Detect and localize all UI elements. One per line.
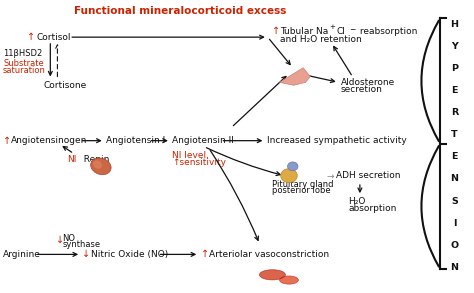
Text: ↑: ↑: [201, 249, 209, 259]
Text: Y: Y: [451, 42, 458, 51]
Text: Nitric Oxide (NO): Nitric Oxide (NO): [91, 250, 168, 259]
Text: S: S: [451, 197, 458, 206]
Text: ↑: ↑: [27, 32, 35, 42]
Text: Tubular Na: Tubular Na: [281, 27, 329, 36]
Ellipse shape: [93, 160, 102, 169]
Text: Arginine: Arginine: [3, 250, 41, 259]
Text: ↑: ↑: [273, 26, 281, 36]
Ellipse shape: [91, 158, 111, 175]
Text: T: T: [451, 130, 458, 139]
Text: Functional mineralocorticoid excess: Functional mineralocorticoid excess: [74, 6, 286, 16]
Text: Aldosterone: Aldosterone: [341, 78, 395, 87]
Text: Cortisol: Cortisol: [36, 33, 71, 42]
Text: and H₂O retention: and H₂O retention: [280, 35, 361, 44]
Text: ↑sensitivity: ↑sensitivity: [172, 158, 226, 167]
Text: synthase: synthase: [62, 240, 100, 249]
Text: Cl: Cl: [336, 27, 345, 36]
Text: ↓: ↓: [82, 249, 91, 259]
Text: Increased sympathetic activity: Increased sympathetic activity: [267, 136, 407, 145]
Text: absorption: absorption: [348, 204, 396, 213]
Text: secretion: secretion: [341, 85, 383, 94]
Text: ↓: ↓: [56, 235, 64, 246]
Text: Arteriolar vasoconstriction: Arteriolar vasoconstriction: [209, 250, 329, 259]
Text: H₂O: H₂O: [348, 197, 365, 206]
Text: E: E: [451, 86, 458, 95]
Text: Substrate: Substrate: [3, 59, 44, 68]
Text: N: N: [450, 263, 458, 272]
Text: H: H: [450, 20, 458, 28]
Ellipse shape: [281, 169, 297, 183]
Text: E: E: [451, 152, 458, 161]
Text: NI level,: NI level,: [172, 151, 209, 160]
Text: ADH secretion: ADH secretion: [336, 171, 401, 180]
Text: reabsorption: reabsorption: [356, 27, 417, 36]
Text: NO: NO: [62, 234, 75, 243]
Text: saturation: saturation: [3, 66, 46, 75]
Text: →: →: [327, 171, 334, 180]
Text: Pituitary gland: Pituitary gland: [273, 180, 334, 189]
Text: R: R: [451, 108, 458, 117]
Text: Angiotensin II: Angiotensin II: [172, 136, 234, 145]
Ellipse shape: [280, 276, 299, 284]
Text: −: −: [349, 25, 356, 34]
Text: Renin: Renin: [78, 155, 109, 164]
Ellipse shape: [259, 270, 285, 280]
Text: Angiotensinogen: Angiotensinogen: [11, 136, 88, 145]
Text: NI: NI: [67, 155, 76, 164]
Text: Cortisone: Cortisone: [43, 81, 86, 90]
Polygon shape: [280, 68, 310, 85]
Text: ↑: ↑: [3, 136, 11, 146]
Text: P: P: [451, 64, 458, 73]
Text: posterior lobe: posterior lobe: [273, 186, 331, 195]
Text: +: +: [329, 23, 335, 30]
Ellipse shape: [288, 162, 298, 171]
Text: N: N: [450, 174, 458, 183]
Text: 11βHSD2: 11βHSD2: [3, 49, 42, 58]
Text: Angiotensin I: Angiotensin I: [106, 136, 165, 145]
Text: O: O: [450, 241, 458, 250]
Text: I: I: [453, 219, 456, 228]
